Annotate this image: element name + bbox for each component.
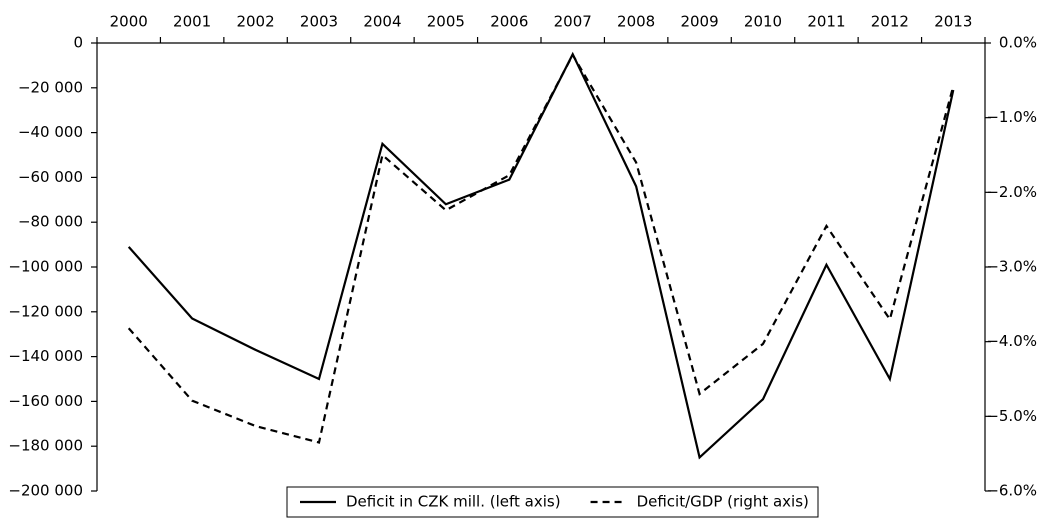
y-tick-label: −180 000 — [8, 437, 83, 455]
series-line — [127, 52, 955, 444]
legend-box — [286, 486, 819, 518]
x-tick-label: 2000 — [110, 13, 148, 31]
y-tick-label: −80 000 — [18, 213, 83, 231]
y2-tick-label: −5.0% — [986, 407, 1037, 425]
x-tick-label: 2007 — [554, 13, 592, 31]
y2-tick-label: −2.0% — [986, 183, 1037, 201]
y-tick-label: −40 000 — [18, 123, 83, 141]
x-tick-label: 2011 — [807, 13, 845, 31]
y-tick-label: −120 000 — [8, 302, 83, 320]
y2-tick-label: −6.0% — [986, 482, 1037, 500]
x-tick-label: 2004 — [363, 13, 401, 31]
legend-label: Deficit in CZK mill. (left axis) — [346, 493, 561, 511]
y2-tick-label: −3.0% — [986, 258, 1037, 276]
y-tick-label: −20 000 — [18, 78, 83, 96]
legend-label: Deficit/GDP (right axis) — [637, 493, 809, 511]
y2-tick-label: 0.0% — [999, 34, 1037, 52]
y-tick-label: −100 000 — [8, 258, 83, 276]
x-tick-label: 2012 — [871, 13, 909, 31]
y-tick-label: −140 000 — [8, 347, 83, 365]
x-tick-label: 2013 — [934, 13, 972, 31]
x-tick-label: 2010 — [744, 13, 782, 31]
y-tick-label: −200 000 — [8, 482, 83, 500]
y-tick-label: −60 000 — [18, 168, 83, 186]
y-tick-label: 0 — [73, 34, 83, 52]
y2-tick-label: −1.0% — [986, 108, 1037, 126]
x-tick-label: 2001 — [173, 13, 211, 31]
x-tick-label: 2003 — [300, 13, 338, 31]
x-tick-label: 2008 — [617, 13, 655, 31]
y2-tick-label: −4.0% — [986, 332, 1037, 350]
x-tick-label: 2002 — [236, 13, 274, 31]
x-tick-label: 2009 — [680, 13, 718, 31]
y-tick-label: −160 000 — [8, 392, 83, 410]
x-tick-label: 2006 — [490, 13, 528, 31]
x-tick-label: 2005 — [427, 13, 465, 31]
